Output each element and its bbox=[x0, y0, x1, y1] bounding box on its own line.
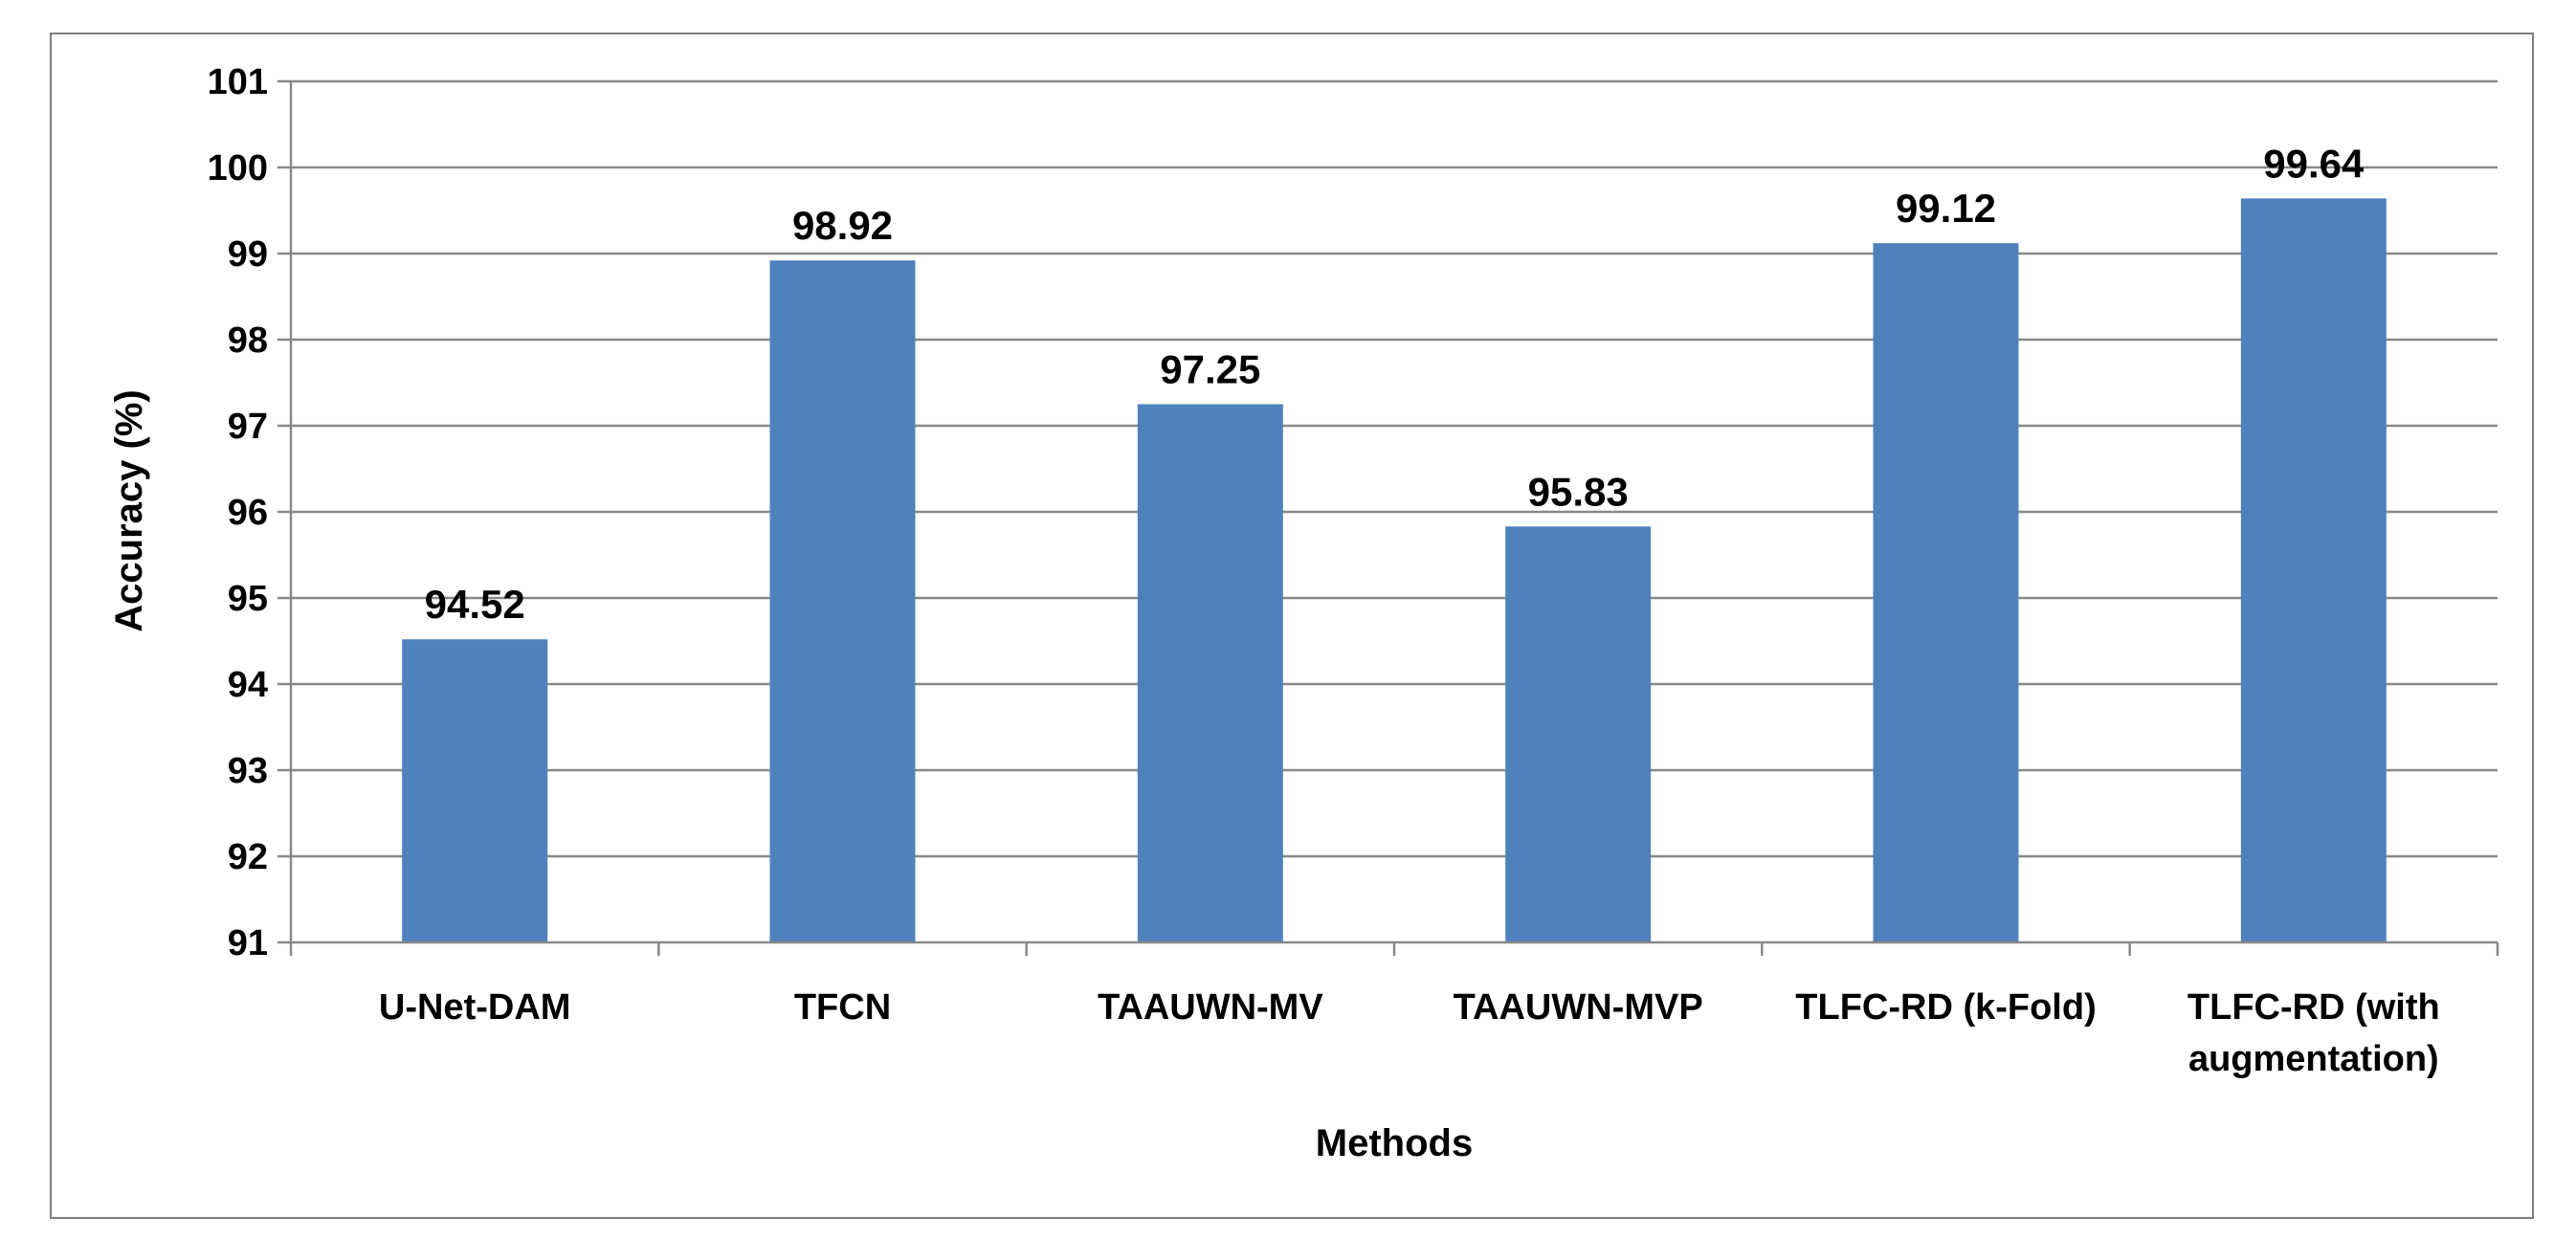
y-tick-label: 99 bbox=[228, 234, 268, 275]
data-label: 94.52 bbox=[425, 582, 525, 627]
bar bbox=[769, 260, 916, 942]
labels: 91 92 93 94 95 96 97 98 99 100 101 94.52 U-Net-DAM 98… bbox=[208, 62, 2440, 1079]
bar bbox=[402, 639, 548, 942]
data-label: 98.92 bbox=[792, 203, 893, 248]
y-tick-label: 97 bbox=[228, 407, 268, 447]
y-tick-label: 98 bbox=[228, 321, 268, 361]
bar bbox=[1873, 243, 2019, 942]
bar bbox=[2240, 198, 2387, 942]
x-tick-label: TFCN bbox=[794, 987, 891, 1028]
y-tick-label: 100 bbox=[208, 148, 268, 188]
x-tick-label: TAAUWN-MVP bbox=[1454, 987, 1703, 1028]
data-label: 95.83 bbox=[1528, 469, 1629, 514]
axes bbox=[278, 79, 2499, 956]
bar bbox=[1137, 404, 1283, 942]
y-tick-label: 93 bbox=[228, 751, 268, 791]
y-tick-label: 96 bbox=[228, 493, 268, 533]
gridlines bbox=[291, 79, 2498, 858]
y-tick-label: 94 bbox=[228, 665, 268, 705]
x-tick-label: U-Net-DAM bbox=[379, 987, 571, 1028]
x-tick-label: TLFC-RD (with bbox=[2187, 987, 2440, 1028]
data-label: 97.25 bbox=[1160, 347, 1260, 392]
x-axis-title: Methods bbox=[1316, 1122, 1473, 1164]
bars bbox=[402, 198, 2387, 942]
bar bbox=[1505, 526, 1652, 942]
x-tick-label: TLFC-RD (k-Fold) bbox=[1795, 987, 2096, 1028]
chart-frame bbox=[50, 33, 2534, 1219]
data-label: 99.64 bbox=[2263, 141, 2365, 186]
x-tick-label: augmentation) bbox=[2188, 1039, 2439, 1079]
y-tick-label: 91 bbox=[228, 923, 268, 963]
x-tick-label: TAAUWN-MV bbox=[1098, 987, 1323, 1028]
y-tick-label: 92 bbox=[228, 837, 268, 877]
y-tick-label: 101 bbox=[208, 62, 268, 102]
y-axis-title: Accuracy (%) bbox=[108, 389, 150, 631]
data-label: 99.12 bbox=[1896, 186, 1996, 231]
y-tick-label: 95 bbox=[228, 579, 268, 619]
